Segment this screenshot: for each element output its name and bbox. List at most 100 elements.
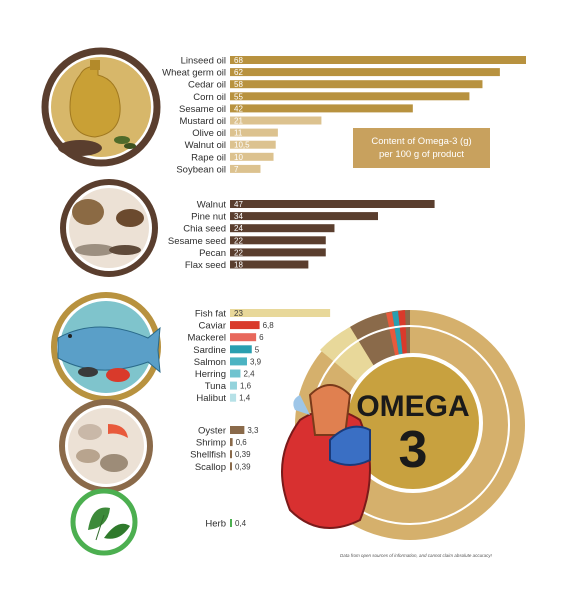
data-label: 10 [234,153,243,162]
category-label: Shrimp [196,438,226,449]
nuts-circle-illustration [60,179,158,277]
category-label: Corn oil [193,92,226,103]
bar-halibut [230,393,237,402]
data-label: 6,8 [263,321,275,330]
data-label: 0,4 [235,519,247,528]
bar-scallop [230,462,232,471]
data-label: 3,9 [250,357,262,366]
data-label: 18 [234,261,243,270]
bar-corn-oil [230,92,470,101]
data-label: 34 [234,212,243,221]
category-label: Linseed oil [181,56,226,67]
category-label: Shellfish [190,450,226,461]
data-label: 1,6 [240,382,252,391]
bar-herring [230,369,241,378]
data-label: 24 [234,224,243,233]
category-label: Oyster [198,426,226,437]
category-label: Flax seed [185,260,226,271]
bar-sesame-oil [230,104,413,113]
category-label: Halibut [196,393,226,404]
big-title-number: 3 [398,421,428,479]
category-label: Herring [195,369,226,380]
category-label: Rape oil [191,152,226,163]
data-label: 7 [234,165,239,174]
category-label: Olive oil [192,128,226,139]
category-label: Soybean oil [176,164,226,175]
data-label: 23 [234,309,243,318]
legend-box: Content of Omega-3 (g) per 100 g of prod… [353,128,490,168]
bar-pine-nut [230,212,378,221]
bar-walnut-oil [230,140,276,149]
category-label: Salmon [194,357,226,368]
bar-mustard-oil [230,116,322,125]
data-label: 1,4 [239,394,251,403]
big-title-word: OMEGA [356,390,470,423]
category-label: Walnut [197,200,227,211]
category-label: Cedar oil [188,80,226,91]
data-label: 22 [234,248,243,257]
bar-salmon [230,357,247,366]
data-label: 21 [234,117,243,126]
bar-pecan [230,248,326,257]
bar-rape-oil [230,152,274,161]
data-label: 0,39 [235,462,251,471]
category-label: Pine nut [191,212,226,223]
bar-wheat-germ-oil [230,68,500,77]
data-label: 0,39 [235,450,251,459]
category-label: Tuna [205,381,227,392]
bar-walnut [230,200,435,208]
bar-tuna [230,381,237,390]
data-label: 22 [234,236,243,245]
bar-linseed-oil [230,56,526,64]
legend-line-2: per 100 g of product [378,149,465,160]
category-label: Caviar [199,321,226,332]
data-label: 58 [234,80,243,89]
bar-sardine [230,345,252,354]
category-label: Fish fat [195,309,227,320]
legend-line-1: Content of Omega-3 (g) [371,136,472,147]
category-label: Scallop [195,462,226,473]
fish-circle-illustration [51,292,161,402]
category-label: Sardine [193,345,226,356]
bar-cedar-oil [230,80,483,89]
bar-soybean-oil [230,164,261,173]
category-label: Chia seed [183,224,226,235]
bar-oyster [230,426,245,434]
data-label: 10,5 [234,141,250,150]
category-label: Mustard oil [180,116,226,127]
bar-flax-seed [230,260,309,269]
data-label: 5 [255,345,260,354]
data-label: 47 [234,200,243,209]
bar-fish-fat [230,309,331,317]
bar-shellfish [230,450,232,459]
data-label: 55 [234,92,243,101]
data-label: 68 [234,56,243,65]
category-label: Sesame seed [168,236,226,247]
data-label: 2,4 [243,370,255,379]
bar-shrimp [230,438,233,447]
heart-illustration [281,384,371,529]
bar-chia-seed [230,224,335,233]
data-label: 0,6 [236,438,248,447]
data-label: 62 [234,68,243,77]
bar-caviar [230,321,260,330]
data-label: 42 [234,104,243,113]
category-label: Herb [205,519,226,530]
data-label: 6 [259,333,264,342]
category-label: Sesame oil [179,104,226,115]
category-label: Pecan [199,248,226,259]
category-label: Wheat germ oil [162,68,226,79]
bar-sesame-seed [230,236,326,245]
footnote: Data from open sources of information, a… [340,553,492,558]
category-label: Mackerel [187,333,226,344]
seafood-circle-illustration [59,399,153,493]
oils-circle-illustration [41,47,161,167]
bar-mackerel [230,333,257,342]
bar-olive-oil [230,128,278,137]
category-label: Walnut oil [185,140,226,151]
data-label: 11 [234,129,243,138]
labels-layer: Linseed oil 68 Wheat germ oil 62 Cedar oil 58… [162,56,274,530]
bar-herb [230,519,232,527]
herbs-circle-illustration [70,488,138,556]
